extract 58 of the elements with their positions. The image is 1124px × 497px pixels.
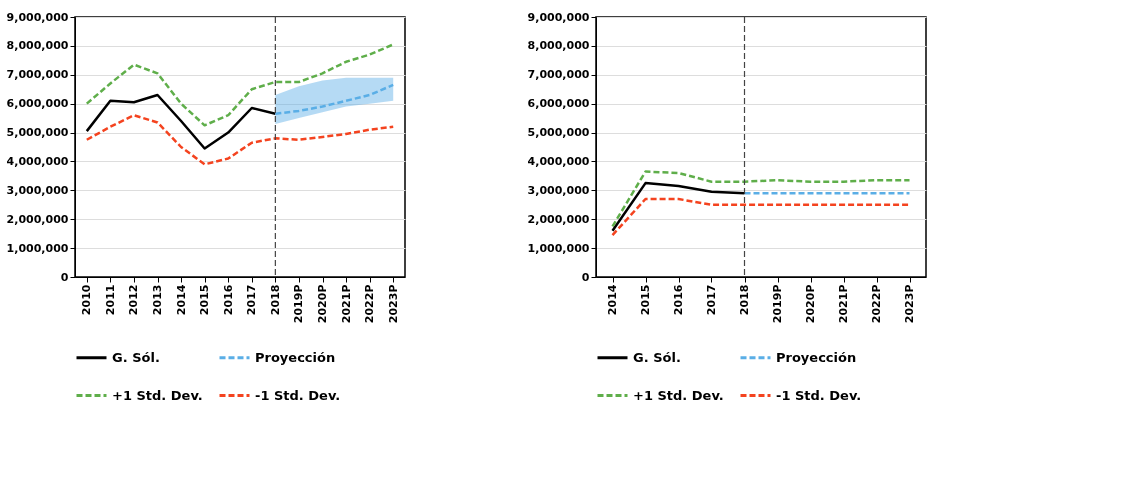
x-tick-label: 2021P [339,284,353,324]
x-tick-label: 2011 [103,284,117,316]
x-tick-label: 2021P [837,284,850,324]
y-tick-label: 9,000,000 [6,10,69,24]
x-tick-label: 2015 [639,284,652,316]
line-series [611,170,911,228]
y-tick-label: 8,000,000 [6,39,69,53]
x-tick-label: 2018 [738,284,751,316]
x-tick-label: 2020P [316,284,329,324]
x-tick-label: 2014 [174,284,188,316]
x-tick-label: 2016 [221,284,235,316]
y-tick-label: 0 [581,270,590,284]
y-tick-label: 6,000,000 [6,97,69,111]
legend-label: +1 Std. Dev. [112,387,203,403]
y-tick-label: 7,000,000 [6,68,69,82]
y-tick-label: 9,000,000 [527,10,590,24]
y-tick-label: 3,000,000 [6,183,69,197]
y-tick-label: 4,000,000 [527,154,590,168]
legend-label: Proyección [255,349,336,365]
x-tick-label: 2013 [151,284,164,316]
x-tick-label: 2018 [268,284,282,316]
x-tick-label: 2022P [363,284,377,324]
y-tick-label: 2,000,000 [6,212,69,226]
y-tick-label: 2,000,000 [527,212,590,226]
x-tick-label: 2016 [672,284,685,316]
line-series [611,181,746,233]
y-tick-label: 5,000,000 [527,126,590,140]
x-tick-label: 2017 [245,284,259,316]
y-tick-label: 6,000,000 [527,97,590,111]
line-series [85,43,395,127]
legend-label: G. Sól. [633,349,681,365]
y-tick-label: 4,000,000 [6,154,69,168]
legend-label: -1 Std. Dev. [776,387,862,403]
x-tick-label: 2019P [771,284,784,324]
x-tick-label: 2023P [903,284,916,324]
y-tick-label: 1,000,000 [6,241,69,255]
x-tick-label: 2014 [606,284,619,316]
y-tick-label: 1,000,000 [527,241,590,255]
y-tick-label: 3,000,000 [527,183,590,197]
y-tick-label: 7,000,000 [527,68,590,82]
x-tick-label: 2017 [705,284,718,316]
legend-label: -1 Std. Dev. [255,387,341,403]
x-tick-label: 2019P [292,284,306,324]
line-series [85,113,395,166]
x-tick-label: 2020P [804,284,817,324]
x-tick-label: 2022P [870,284,883,324]
y-tick-label: 0 [60,270,69,284]
x-tick-label: 2012 [127,284,141,316]
y-tick-label: 8,000,000 [527,39,590,53]
legend-label: +1 Std. Dev. [633,387,724,403]
x-tick-label: 2023P [386,284,400,324]
legend-label: Proyección [776,349,857,365]
line-series [85,93,277,150]
y-tick-label: 5,000,000 [6,126,69,140]
legend-label: G. Sól. [112,349,160,365]
line-series [274,83,395,116]
x-tick-label: 2015 [198,284,212,316]
x-tick-label: 2010 [80,284,94,316]
